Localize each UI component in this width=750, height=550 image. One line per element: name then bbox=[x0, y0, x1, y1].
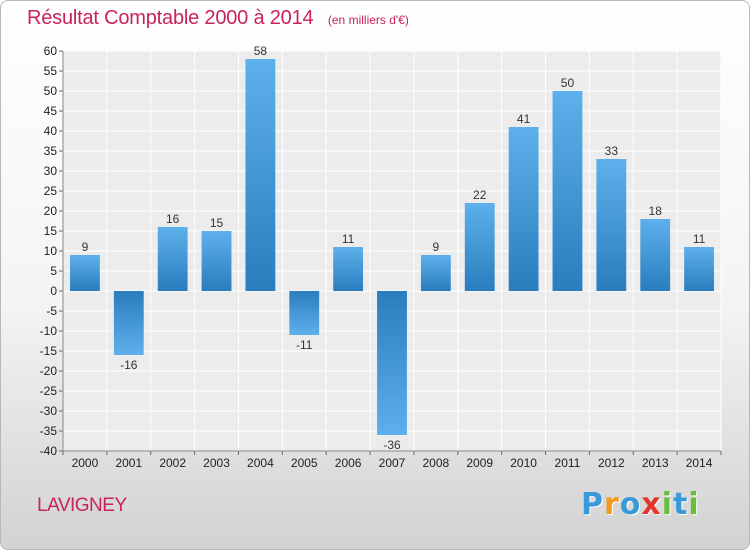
x-tick-label: 2009 bbox=[466, 456, 493, 470]
bar-2013 bbox=[640, 219, 671, 291]
logo-letter: o bbox=[619, 487, 642, 522]
y-tick-label: -10 bbox=[40, 324, 58, 338]
y-tick-label: 5 bbox=[50, 264, 57, 278]
logo-letter: P bbox=[581, 487, 604, 522]
labels: -40 -35 -30 -25 -20 -15 -10 -5 0 5 10 15 20 25 30 35 40 4… bbox=[40, 44, 713, 470]
y-tick-label: 10 bbox=[44, 244, 58, 258]
logo-letter: t bbox=[673, 487, 689, 522]
chart-subtitle: (en milliers d'€) bbox=[327, 13, 409, 27]
y-tick-label: 0 bbox=[50, 284, 57, 298]
x-tick-label: 2002 bbox=[159, 456, 186, 470]
x-tick-label: 2008 bbox=[423, 456, 450, 470]
logo-letter: r bbox=[604, 487, 620, 522]
bar-value-label: 58 bbox=[254, 44, 268, 58]
y-tick-label: -15 bbox=[40, 344, 58, 358]
bar-2004 bbox=[245, 59, 276, 291]
location-name: LAVIGNEY bbox=[37, 495, 127, 516]
bar-2002 bbox=[157, 227, 188, 291]
y-tick-label: -35 bbox=[40, 424, 58, 438]
bar-value-label: 11 bbox=[342, 232, 355, 246]
y-tick-label: -25 bbox=[40, 384, 58, 398]
y-tick-label: 50 bbox=[44, 84, 58, 98]
x-tick-label: 2004 bbox=[247, 456, 274, 470]
bar-2001 bbox=[113, 291, 144, 355]
bar-value-label: 50 bbox=[561, 76, 575, 90]
logo-letter: i bbox=[661, 487, 674, 522]
y-tick-label: 35 bbox=[44, 144, 58, 158]
bar-2003 bbox=[201, 231, 232, 291]
bar-2009 bbox=[464, 203, 495, 291]
bar-value-label: 9 bbox=[82, 240, 89, 254]
y-tick-label: 20 bbox=[44, 204, 58, 218]
chart-title-block: Résultat Comptable 2000 à 2014 (en milli… bbox=[27, 7, 409, 30]
bar-2011 bbox=[552, 91, 583, 291]
x-tick-label: 2014 bbox=[686, 456, 713, 470]
x-tick-label: 2001 bbox=[115, 456, 142, 470]
y-tick-label: 45 bbox=[44, 104, 58, 118]
bar-2006 bbox=[333, 247, 364, 291]
bar-2007 bbox=[377, 291, 407, 435]
x-tick-label: 2005 bbox=[291, 456, 318, 470]
y-tick-label: 15 bbox=[44, 224, 58, 238]
x-tick-label: 2000 bbox=[72, 456, 99, 470]
y-tick-label: -30 bbox=[40, 404, 58, 418]
y-tick-label: -5 bbox=[46, 304, 57, 318]
bar-value-label: 16 bbox=[166, 212, 180, 226]
bar-2008 bbox=[420, 255, 451, 291]
chart-title: Résultat Comptable 2000 à 2014 bbox=[27, 7, 314, 29]
x-tick-label: 2010 bbox=[510, 456, 537, 470]
bar-value-label: 22 bbox=[473, 188, 487, 202]
bar-value-label: -16 bbox=[120, 358, 138, 372]
axes bbox=[59, 50, 722, 455]
x-tick-label: 2012 bbox=[598, 456, 625, 470]
bars bbox=[70, 59, 714, 435]
y-tick-label: 25 bbox=[44, 184, 58, 198]
logo-letter: i bbox=[688, 487, 700, 522]
y-tick-label: 30 bbox=[44, 164, 58, 178]
x-tick-label: 2007 bbox=[379, 456, 406, 470]
y-tick-label: -20 bbox=[40, 364, 58, 378]
bar-value-label: 15 bbox=[210, 216, 224, 230]
y-tick-label: -40 bbox=[40, 444, 58, 458]
x-tick-label: 2011 bbox=[555, 456, 581, 470]
proxiti-logo: Proxiti bbox=[581, 487, 700, 522]
bar-2000 bbox=[70, 255, 100, 291]
y-tick-label: 40 bbox=[44, 124, 58, 138]
y-tick-label: 60 bbox=[44, 44, 58, 58]
bar-2010 bbox=[508, 127, 539, 291]
x-tick-label: 2013 bbox=[642, 456, 669, 470]
bar-2014 bbox=[684, 247, 714, 291]
bar-value-label: -36 bbox=[383, 438, 401, 452]
x-tick-label: 2006 bbox=[335, 456, 362, 470]
x-tick-label: 2003 bbox=[203, 456, 230, 470]
bar-value-label: 9 bbox=[433, 240, 440, 254]
bar-value-label: 11 bbox=[693, 232, 706, 246]
bar-value-label: 33 bbox=[605, 144, 619, 158]
bar-value-label: 41 bbox=[517, 112, 531, 126]
bar-2005 bbox=[289, 291, 320, 335]
bar-value-label: 18 bbox=[649, 204, 663, 218]
logo-letter: x bbox=[641, 487, 662, 522]
bar-value-label: -11 bbox=[296, 338, 313, 352]
y-tick-label: 55 bbox=[44, 64, 58, 78]
bar-2012 bbox=[596, 159, 627, 291]
